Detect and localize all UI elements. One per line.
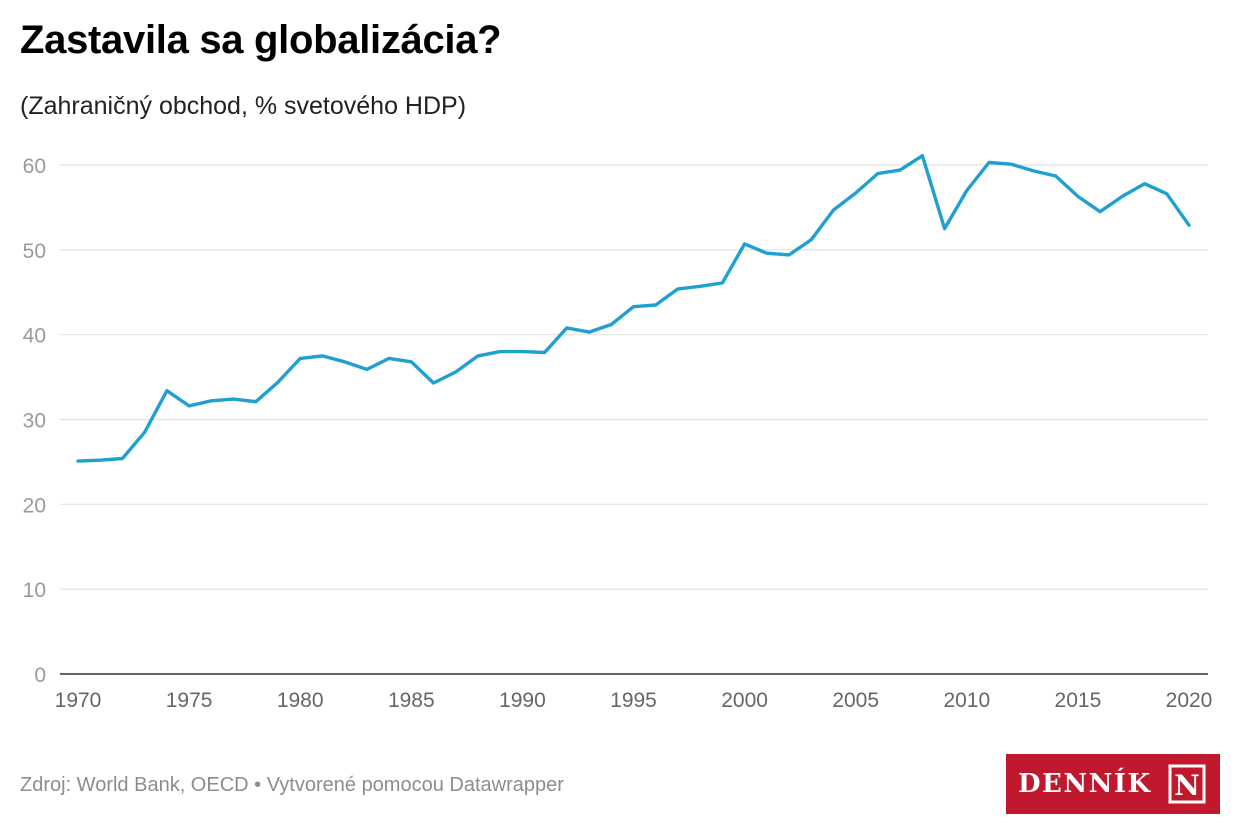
- data-point-2019: [1165, 192, 1169, 196]
- x-tick-label: 1970: [55, 689, 102, 712]
- data-point-1985: [409, 360, 413, 364]
- x-tick-label: 1975: [166, 689, 213, 712]
- x-tick-label: 2015: [1055, 689, 1102, 712]
- data-point-1981: [320, 354, 324, 358]
- chart-title: Zastavila sa globalizácia?: [20, 18, 502, 62]
- data-point-1978: [254, 400, 258, 404]
- data-point-1976: [209, 399, 213, 403]
- y-tick-label: 20: [23, 494, 46, 517]
- x-tick-label: 1985: [388, 689, 435, 712]
- data-point-1991: [543, 351, 547, 355]
- data-point-2005: [854, 191, 858, 195]
- data-point-2010: [965, 189, 969, 193]
- x-tick-label: 1995: [610, 689, 657, 712]
- data-point-2006: [876, 172, 880, 176]
- data-point-2018: [1143, 182, 1147, 186]
- data-point-1980: [298, 356, 302, 360]
- data-point-1996: [654, 303, 658, 307]
- data-point-2013: [1032, 169, 1036, 173]
- data-point-1982: [343, 360, 347, 364]
- series-line: [76, 153, 1191, 463]
- data-point-1973: [143, 430, 147, 434]
- data-point-1970: [76, 459, 80, 463]
- data-point-1997: [676, 287, 680, 291]
- y-tick-label: 50: [23, 240, 46, 263]
- data-point-1998: [698, 284, 702, 288]
- data-point-2011: [987, 161, 991, 165]
- dennik-n-logo[interactable]: DENNÍK N: [1006, 754, 1220, 814]
- data-point-2003: [809, 238, 813, 242]
- y-tick-label: 30: [23, 410, 46, 433]
- svg-text:N: N: [1174, 769, 1200, 802]
- x-tick-label: 2000: [721, 689, 768, 712]
- data-point-1979: [276, 380, 280, 384]
- series-layer: [76, 153, 1191, 463]
- source-note: Zdroj: World Bank, OECD • Vytvorené pomo…: [20, 774, 564, 796]
- chart-subtitle: (Zahraničný obchod, % svetového HDP): [20, 92, 467, 120]
- data-point-2002: [787, 253, 791, 257]
- data-point-2016: [1098, 210, 1102, 214]
- x-axis-ticks: 1970 1975 1980 1985 1990 1995 2000 2005 2010 2015…: [55, 689, 1213, 712]
- data-point-1974: [165, 389, 169, 393]
- data-point-2001: [765, 251, 769, 255]
- data-point-1995: [632, 305, 636, 309]
- y-tick-label: 40: [23, 325, 46, 348]
- data-point-1990: [520, 350, 524, 354]
- y-axis-ticks: 0 10 20 30 40 50 60: [23, 155, 46, 687]
- x-tick-label: 1990: [499, 689, 546, 712]
- data-point-2008: [920, 154, 924, 158]
- y-tick-label: 60: [23, 155, 46, 178]
- data-point-2004: [832, 208, 836, 212]
- data-point-2017: [1120, 194, 1124, 198]
- data-point-2000: [743, 242, 747, 246]
- data-point-1971: [98, 458, 102, 462]
- data-point-2009: [943, 227, 947, 231]
- data-point-2020: [1187, 223, 1191, 227]
- data-point-1975: [187, 404, 191, 408]
- data-point-1986: [432, 381, 436, 385]
- x-tick-label: 2005: [832, 689, 879, 712]
- data-point-2015: [1076, 194, 1080, 198]
- data-point-1993: [587, 330, 591, 334]
- data-point-1984: [387, 356, 391, 360]
- data-point-1999: [720, 281, 724, 285]
- data-point-1983: [365, 367, 369, 371]
- data-point-1989: [498, 350, 502, 354]
- gridlines: [60, 164, 1208, 675]
- y-tick-label: 10: [23, 579, 46, 602]
- data-point-2007: [898, 168, 902, 172]
- data-point-1994: [609, 323, 613, 327]
- data-point-1972: [120, 457, 124, 461]
- x-tick-label: 1980: [277, 689, 324, 712]
- data-point-1992: [565, 326, 569, 330]
- data-point-1987: [454, 370, 458, 374]
- data-point-1988: [476, 354, 480, 358]
- line-chart: 0 10 20 30 40 50 60 1970 1975 1980 1985 1990 1995 20…: [23, 153, 1213, 712]
- y-tick-label: 0: [34, 664, 46, 687]
- x-tick-label: 2010: [943, 689, 990, 712]
- logo-text: DENNÍK: [1018, 769, 1152, 799]
- x-tick-label: 2020: [1166, 689, 1213, 712]
- logo-n-mark: N: [1168, 764, 1206, 804]
- data-point-2014: [1054, 174, 1058, 178]
- data-point-1977: [232, 397, 236, 401]
- data-point-2012: [1009, 162, 1013, 166]
